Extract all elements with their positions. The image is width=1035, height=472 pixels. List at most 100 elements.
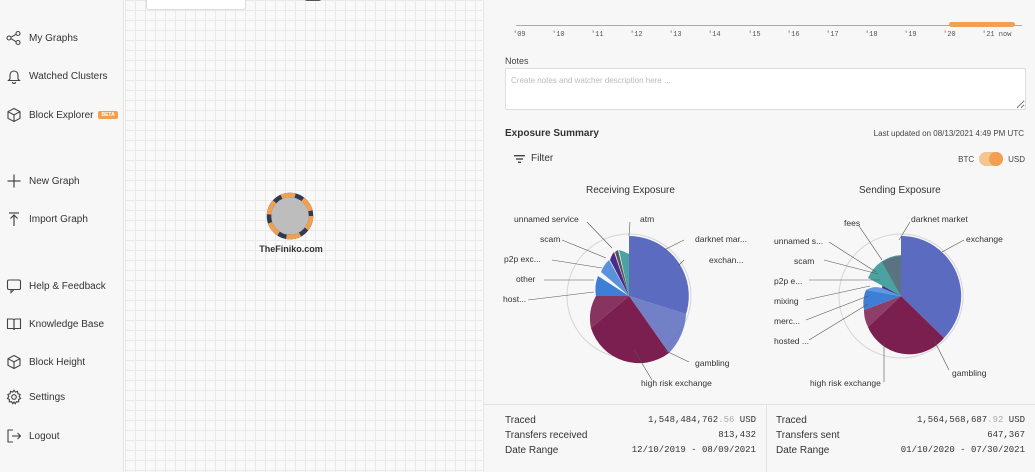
traced-cents: .92 [987,415,1004,425]
sidebar-item-block-height[interactable]: Block Height [6,350,85,374]
exposure-summary-title: Exposure Summary [505,128,599,139]
currency-usd-label: USD [1008,154,1025,164]
timeline-year: '12 [630,31,643,39]
gear-icon [6,389,22,405]
transfers-sent-label: Transfers sent [776,430,840,441]
filter-button[interactable]: Filter [514,153,553,164]
sidebar-item-import-graph[interactable]: Import Graph [6,207,88,231]
currency-toggle-group: BTC USD [958,152,1025,166]
timeline-range-handle[interactable] [949,22,1015,27]
sidebar-item-settings[interactable]: Settings [6,385,65,409]
receiving-exposure-title: Receiving Exposure [586,185,675,196]
chat-icon [6,279,22,294]
pie-label: host... [503,294,526,304]
sidebar-item-knowledge-base[interactable]: Knowledge Base [6,312,104,336]
pie-label: high risk exchange [810,378,881,388]
pie-slice-scam[interactable] [615,250,629,296]
sidebar-item-label: Import Graph [29,213,88,225]
pie-label: scam [540,234,560,244]
pie-label: merc... [774,316,800,326]
pie-ring [838,233,964,359]
currency-toggle[interactable] [979,152,1004,166]
stats-section: Traced 1,548,484,762.56 USD Transfers re… [484,404,1035,472]
traced-amount: 1,548,484,762 [647,415,719,425]
sent-traced-label: Traced [776,415,807,426]
notes-label: Notes [505,56,529,66]
timeline-year: '20 [943,31,956,39]
transfers-received-label: Transfers received [505,430,588,441]
sidebar-item-watched-clusters[interactable]: Watched Clusters [6,64,108,88]
pie-slice-hosted[interactable] [595,276,629,296]
pie-label: scam [794,256,814,266]
timeline-year: '14 [708,31,721,39]
sending-pie: fees darknet market exchange unnamed s..… [774,214,1003,388]
pie-slice-high-risk-exchange[interactable] [863,296,901,327]
pie-slice-exchange[interactable] [629,296,686,353]
pie-slice-other[interactable] [601,260,629,296]
plus-icon [7,174,21,188]
sidebar-item-label: Settings [29,391,66,403]
timeline-year: '17 [826,31,839,39]
pie-slice-darknet-market[interactable] [882,256,901,296]
pie-slice-exchange[interactable] [629,236,689,314]
canvas-handle[interactable] [305,0,321,1]
pie-slice-unnamed[interactable] [619,250,629,296]
sidebar-item-label: My Graphs [29,32,78,44]
pie-slice-high-risk-exchange[interactable] [589,296,629,328]
timeline-year: '09 [513,31,526,39]
pie-label: gambling [695,358,730,368]
bell-icon [7,70,21,84]
sidebar: My Graphs Watched Clusters Block Explore… [0,0,124,472]
pie-slice-gambling[interactable] [591,296,669,364]
pie-label: darknet market [911,214,968,224]
timeline-year: '16 [787,31,800,39]
node-label: TheFiniko.com [259,244,323,254]
traced-unit: USD [1008,415,1025,425]
sidebar-item-label: Knowledge Base [29,318,105,330]
cube-icon [7,354,21,370]
sidebar-item-block-explorer[interactable]: Block Explorer BETA [6,103,118,127]
sidebar-item-label: Block Height [29,356,86,368]
pie-label: mixing [774,296,799,306]
pie-label: exchange [966,234,1003,244]
notes-textarea[interactable] [505,68,1026,110]
transfers-sent-value: 647,367 [987,430,1025,440]
timeline-year: '21 now [982,31,1012,39]
sidebar-item-label: New Graph [29,175,80,187]
graph-icon [6,30,21,46]
pie-slice-merchant[interactable] [866,287,901,296]
pie-slice-hosted[interactable] [863,290,901,310]
pie-label: gambling [952,368,987,378]
pie-label: atm [640,214,654,224]
graph-canvas[interactable]: TheFiniko.com [125,0,607,472]
beta-badge: BETA [98,111,118,119]
pie-label: other [516,274,536,284]
currency-btc-label: BTC [958,154,975,164]
last-updated-text: Last updated on 08/13/2021 4:49 PM UTC [873,129,1024,138]
cluster-panel: '09 '10 '11 '12 '13 '14 '15 '16 '17 '18 … [483,0,1035,472]
traced-cents: .56 [718,415,735,425]
sent-traced-value: 1,564,568,687.92 USD [854,415,1025,429]
timeline-year: '15 [748,31,761,39]
sidebar-item-logout[interactable]: Logout [6,424,60,448]
sidebar-item-label: Logout [29,430,60,442]
pie-slice-p2p[interactable] [610,252,629,296]
year-timeline[interactable]: '09 '10 '11 '12 '13 '14 '15 '16 '17 '18 … [513,20,1022,42]
pie-label: unnamed s... [774,236,823,246]
sidebar-item-help-feedback[interactable]: Help & Feedback [6,274,106,298]
sending-exposure-title: Sending Exposure [859,185,941,196]
filter-icon [514,154,525,163]
pie-slice-gambling[interactable] [868,296,944,355]
timeline-year: '10 [552,31,565,39]
sidebar-item-label: Block Explorer [29,109,94,121]
pie-slice-exchange[interactable] [901,235,962,338]
logout-icon [7,429,22,443]
graph-search-box[interactable] [146,0,246,10]
sidebar-item-my-graphs[interactable]: My Graphs [6,26,78,50]
pie-label: p2p exc... [504,254,541,264]
cluster-node[interactable] [264,190,316,242]
sidebar-item-new-graph[interactable]: New Graph [6,169,80,193]
sent-date-range-value: 01/10/2020 - 07/30/2021 [900,445,1025,455]
pie-label: unnamed service [514,214,579,224]
stats-divider [766,404,767,472]
